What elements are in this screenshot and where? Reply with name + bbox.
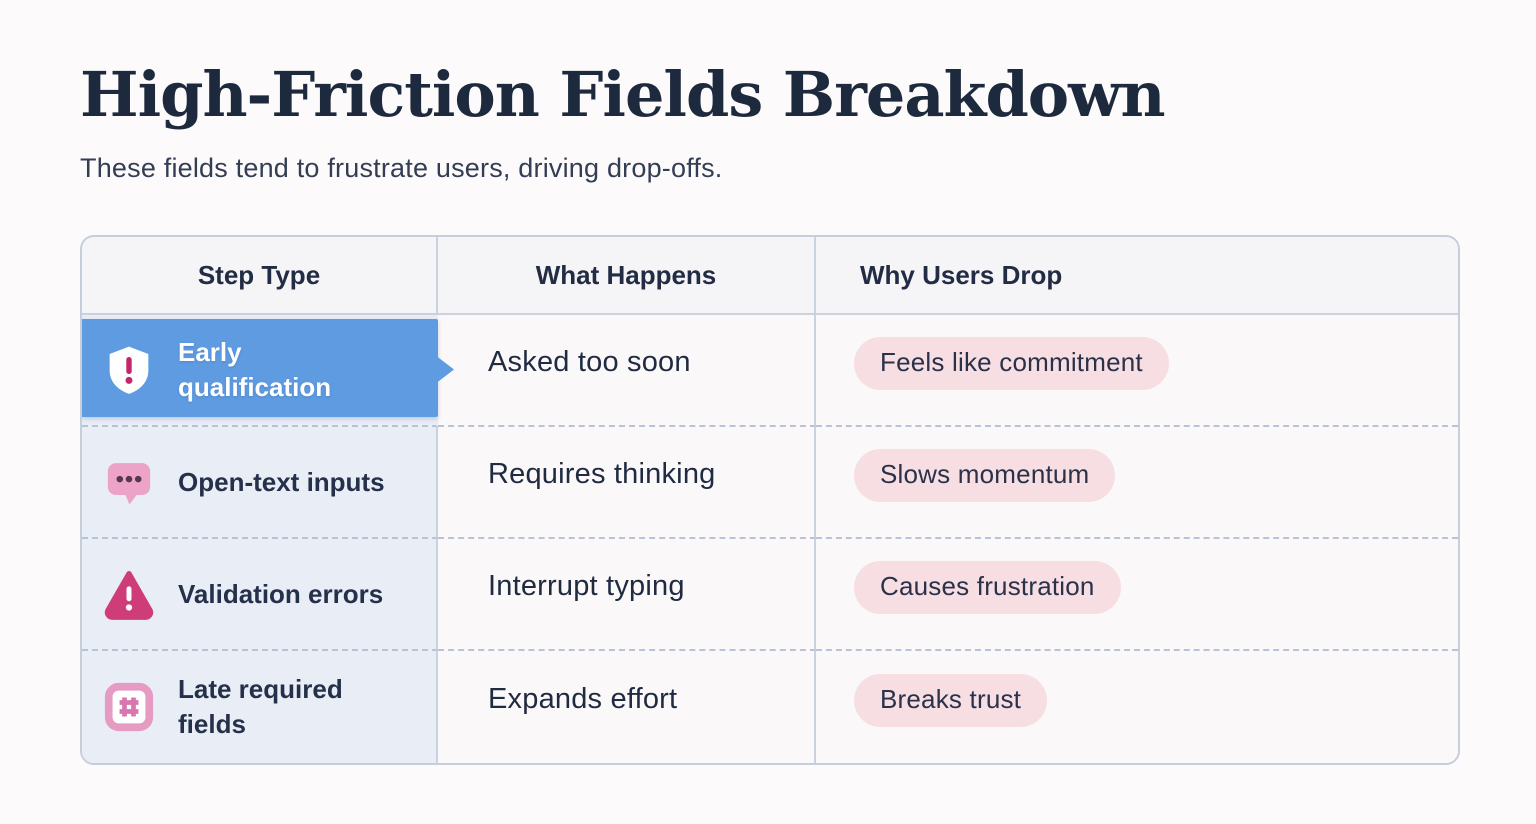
why-users-drop-cell: Slows momentum <box>816 427 1458 540</box>
page-subtitle: These fields tend to frustrate users, dr… <box>80 153 723 184</box>
table-row-step-cell: Late required fields <box>82 651 438 764</box>
why-users-drop-cell: Causes frustration <box>816 539 1458 652</box>
step-type-label: Validation errors <box>178 578 384 609</box>
warning-triangle-icon <box>102 567 156 621</box>
table-row-step-cell: Validation errors <box>82 539 438 652</box>
column-header-what-happens: What Happens <box>438 237 816 316</box>
reason-pill: Causes frustration <box>854 560 1121 614</box>
why-users-drop-cell: Feels like commitment <box>816 315 1458 428</box>
what-happens-cell: Expands effort <box>438 651 816 764</box>
hash-icon <box>102 680 156 734</box>
step-type-label: Open-text inputs <box>178 466 385 497</box>
why-users-drop-cell: Breaks trust <box>816 651 1458 763</box>
highlight-pointer-arrow <box>437 356 454 383</box>
page-title: High-Friction Fields Breakdown <box>80 58 1166 131</box>
high-friction-fields-table: Step Type What Happens Why Users Drop Ea… <box>80 235 1460 766</box>
table-row-step-cell: Early qualification <box>82 315 454 428</box>
chat-bubble-icon <box>102 455 156 509</box>
what-happens-cell: Interrupt typing <box>438 539 816 652</box>
reason-pill: Breaks trust <box>854 673 1048 727</box>
reason-pill: Slows momentum <box>854 448 1116 502</box>
step-type-label: Early qualification <box>178 337 332 403</box>
page: High-Friction Fields Breakdown These fie… <box>80 58 1460 766</box>
table-row-step-cell: Open-text inputs <box>82 427 438 540</box>
reason-pill: Feels like commitment <box>854 336 1169 390</box>
shield-alert-icon <box>102 343 156 397</box>
what-happens-cell: Requires thinking <box>438 427 816 540</box>
column-header-why-users-drop: Why Users Drop <box>816 237 1458 316</box>
step-type-label: Late required fields <box>178 674 343 740</box>
what-happens-cell: Asked too soon <box>438 315 816 428</box>
column-header-step-type: Step Type <box>82 237 438 316</box>
